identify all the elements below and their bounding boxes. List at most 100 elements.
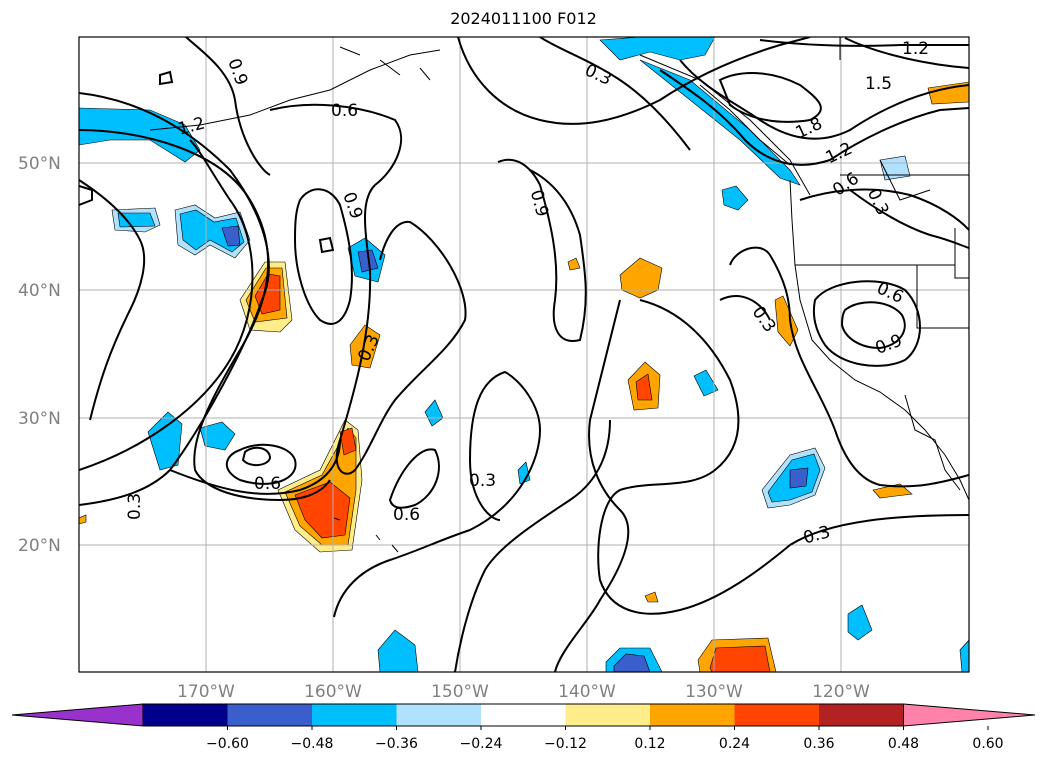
neg-anomaly-shade bbox=[847, 604, 873, 641]
contour-label: 0.3 bbox=[125, 493, 145, 520]
colorbar-tick-label: −0.36 bbox=[375, 736, 418, 752]
contour-line bbox=[659, 69, 969, 166]
contour-line bbox=[812, 280, 921, 367]
neg-anomaly-shade bbox=[959, 639, 969, 672]
contour-line bbox=[79, 139, 254, 471]
colorbar: −0.60 −0.48 −0.36 −0.24 −0.12 0.12 0.24 0.36 0.4… bbox=[11, 703, 1036, 752]
neg-anomaly-shade bbox=[693, 369, 719, 397]
colorbar-extend-low bbox=[11, 703, 144, 727]
contour-line bbox=[318, 236, 335, 254]
map-title: 2024011100 F012 bbox=[450, 9, 597, 28]
neg-anomaly-shade bbox=[613, 653, 651, 672]
lat-label: 20°N bbox=[18, 536, 61, 556]
pos-anomaly-shade bbox=[349, 324, 381, 369]
contour-lines bbox=[79, 37, 969, 672]
map-panel[interactable]: 0.9 0.6 1.2 0.3 1.2 1.5 1.8 1.2 0.6 0.3 … bbox=[78, 36, 970, 673]
contour-line bbox=[225, 443, 297, 485]
contour-label: 0.6 bbox=[331, 101, 358, 121]
longitude-labels: 170°W 160°W 150°W 140°W 130°W 120°W bbox=[177, 682, 870, 702]
colorbar-segment bbox=[312, 704, 397, 726]
lon-label: 120°W bbox=[812, 682, 870, 702]
map-frame bbox=[78, 36, 970, 673]
contour-line bbox=[554, 299, 630, 672]
shaded-anomalies bbox=[79, 37, 969, 672]
neg-anomaly-shade bbox=[721, 185, 749, 211]
colorbar-tick-label: 0.36 bbox=[803, 736, 834, 752]
pos-anomaly-shade bbox=[567, 257, 581, 271]
contour-line bbox=[729, 246, 969, 488]
lon-label: 170°W bbox=[177, 682, 235, 702]
colorbar-segment bbox=[819, 704, 904, 726]
neg-anomaly-shade bbox=[117, 212, 156, 228]
contour-line bbox=[454, 419, 611, 672]
contour-label: 1.2 bbox=[902, 39, 929, 59]
contour-line bbox=[597, 299, 969, 615]
contour-line bbox=[497, 158, 587, 342]
contour-line bbox=[719, 295, 771, 321]
contour-line bbox=[185, 37, 271, 176]
neg-anomaly-shade bbox=[599, 37, 716, 61]
coastlines bbox=[149, 37, 969, 553]
contour-line bbox=[79, 179, 146, 421]
colorbar-segment bbox=[565, 704, 650, 726]
pos-anomaly-shade bbox=[79, 514, 87, 525]
neg-anomaly-shade bbox=[147, 411, 183, 471]
neg-anomaly-shade bbox=[377, 629, 419, 672]
colorbar-tick-label: −0.12 bbox=[544, 736, 587, 752]
contour-line bbox=[293, 188, 353, 325]
lat-label: 30°N bbox=[18, 409, 61, 429]
lon-label: 160°W bbox=[304, 682, 362, 702]
contour-line bbox=[241, 446, 272, 466]
colorbar-segment bbox=[396, 704, 481, 726]
latitude-labels: 50°N 40°N 30°N 20°N bbox=[18, 154, 61, 556]
colorbar-tick-label: −0.24 bbox=[460, 736, 503, 752]
contour-line bbox=[269, 103, 467, 475]
colorbar-tick-label: 0.12 bbox=[634, 736, 665, 752]
contour-line bbox=[759, 39, 969, 47]
pos-anomaly-shade bbox=[644, 591, 659, 603]
contour-line bbox=[679, 59, 969, 140]
colorbar-segment bbox=[734, 704, 819, 726]
contour-line bbox=[840, 301, 906, 350]
pos-anomaly-shade bbox=[635, 373, 653, 401]
contour-line bbox=[159, 70, 174, 86]
colorbar-tick-label: 0.48 bbox=[888, 736, 919, 752]
contour-label: 0.6 bbox=[254, 474, 281, 494]
colorbar-tick-label: 0.24 bbox=[719, 736, 750, 752]
contour-line bbox=[849, 189, 969, 249]
neg-anomaly-shade bbox=[789, 467, 809, 489]
contour-line bbox=[79, 129, 331, 502]
contour-line bbox=[844, 37, 969, 69]
colorbar-tick-label: 0.60 bbox=[972, 736, 1003, 752]
contour-line bbox=[539, 37, 691, 151]
lon-label: 130°W bbox=[685, 682, 743, 702]
pos-anomaly-shade bbox=[927, 81, 969, 105]
contour-line bbox=[79, 185, 93, 206]
contour-label: 0.3 bbox=[469, 471, 496, 491]
neg-anomaly-shade bbox=[199, 421, 236, 451]
contour-label: 1.5 bbox=[865, 74, 892, 94]
colorbar-tick-label: −0.60 bbox=[206, 736, 249, 752]
colorbar-tick-label: −0.48 bbox=[291, 736, 334, 752]
neg-anomaly-shade bbox=[221, 225, 241, 247]
lon-label: 140°W bbox=[558, 682, 616, 702]
lon-label: 150°W bbox=[431, 682, 489, 702]
colorbar-border bbox=[142, 703, 904, 727]
map-background bbox=[79, 37, 969, 672]
pos-anomaly-shade bbox=[339, 427, 357, 456]
contour-line bbox=[799, 188, 969, 231]
contour-line bbox=[388, 448, 440, 509]
colorbar-extend-high bbox=[903, 703, 1036, 727]
neg-anomaly-shade bbox=[517, 461, 531, 485]
lat-label: 40°N bbox=[18, 281, 61, 301]
contour-line bbox=[718, 72, 822, 123]
lat-label: 50°N bbox=[18, 154, 61, 174]
contour-line bbox=[333, 370, 542, 618]
contour-labels: 0.9 0.6 1.2 0.3 1.2 1.5 1.8 1.2 0.6 0.3 … bbox=[125, 39, 929, 549]
colorbar-segment bbox=[481, 704, 566, 726]
colorbar-segment bbox=[650, 704, 735, 726]
contour-line bbox=[457, 37, 811, 125]
colorbar-segment bbox=[143, 704, 228, 726]
neg-anomaly-shade bbox=[639, 59, 801, 186]
